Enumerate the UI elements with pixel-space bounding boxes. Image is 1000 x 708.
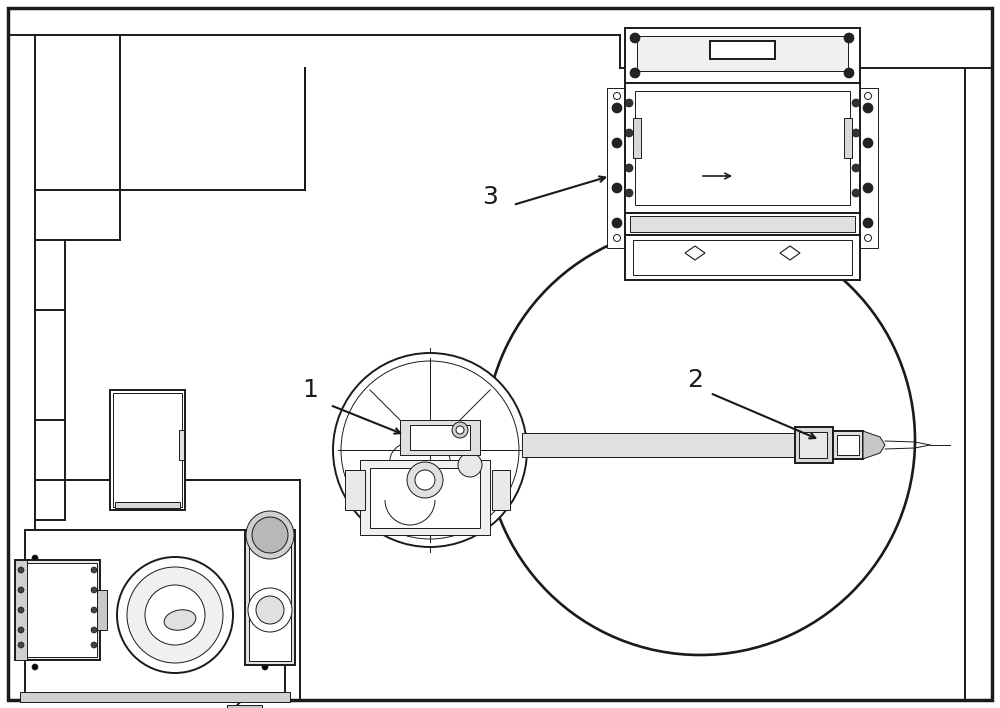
Circle shape xyxy=(117,557,233,673)
Circle shape xyxy=(852,99,860,107)
Bar xyxy=(249,534,291,661)
Bar xyxy=(625,28,860,83)
Circle shape xyxy=(415,470,435,490)
Circle shape xyxy=(145,585,205,645)
Circle shape xyxy=(612,218,622,228)
Bar xyxy=(227,705,262,708)
Bar xyxy=(637,36,848,71)
Circle shape xyxy=(18,607,24,613)
Circle shape xyxy=(91,567,97,573)
Circle shape xyxy=(864,93,872,100)
Circle shape xyxy=(863,218,873,228)
Circle shape xyxy=(844,68,854,78)
Circle shape xyxy=(625,164,633,172)
Text: 2: 2 xyxy=(687,368,703,392)
Circle shape xyxy=(18,587,24,593)
Circle shape xyxy=(32,664,38,670)
Circle shape xyxy=(852,129,860,137)
Bar xyxy=(625,213,860,235)
Circle shape xyxy=(32,555,38,561)
Circle shape xyxy=(18,642,24,648)
Circle shape xyxy=(852,164,860,172)
Circle shape xyxy=(612,183,622,193)
Bar xyxy=(858,88,878,248)
Bar xyxy=(370,468,480,528)
Circle shape xyxy=(625,99,633,107)
Circle shape xyxy=(863,103,873,113)
Bar xyxy=(400,420,480,455)
Bar xyxy=(97,590,107,630)
Circle shape xyxy=(91,627,97,633)
Bar xyxy=(630,216,855,232)
Text: 3: 3 xyxy=(482,185,498,209)
Bar xyxy=(410,425,470,450)
Bar xyxy=(20,692,290,702)
Circle shape xyxy=(91,607,97,613)
Circle shape xyxy=(864,234,872,241)
Bar xyxy=(607,88,627,248)
Circle shape xyxy=(407,462,443,498)
Circle shape xyxy=(262,555,268,561)
Circle shape xyxy=(262,664,268,670)
Polygon shape xyxy=(863,431,885,459)
Bar xyxy=(710,41,775,59)
Circle shape xyxy=(614,234,620,241)
Bar xyxy=(492,470,510,510)
Circle shape xyxy=(630,33,640,43)
Bar xyxy=(113,393,182,507)
Bar xyxy=(795,427,833,463)
Bar xyxy=(625,235,860,280)
Polygon shape xyxy=(685,246,705,260)
Circle shape xyxy=(18,567,24,573)
Circle shape xyxy=(91,642,97,648)
Circle shape xyxy=(852,189,860,197)
Circle shape xyxy=(18,627,24,633)
Circle shape xyxy=(612,103,622,113)
Circle shape xyxy=(614,93,620,100)
Bar xyxy=(25,530,285,695)
Bar xyxy=(15,560,27,660)
Circle shape xyxy=(612,138,622,148)
Bar xyxy=(633,240,852,275)
Circle shape xyxy=(456,426,464,434)
Bar xyxy=(844,118,852,158)
Circle shape xyxy=(485,225,915,655)
Circle shape xyxy=(625,129,633,137)
Bar xyxy=(833,431,863,459)
Circle shape xyxy=(625,189,633,197)
Bar xyxy=(18,563,97,657)
Circle shape xyxy=(256,596,284,624)
Bar xyxy=(799,432,827,458)
Bar xyxy=(115,502,180,508)
Circle shape xyxy=(863,183,873,193)
Circle shape xyxy=(169,619,177,627)
Bar xyxy=(179,430,184,460)
Bar xyxy=(345,470,365,510)
Circle shape xyxy=(333,353,527,547)
Bar xyxy=(635,91,850,205)
Bar xyxy=(15,560,100,660)
Circle shape xyxy=(91,587,97,593)
Circle shape xyxy=(341,361,519,539)
Polygon shape xyxy=(780,246,800,260)
Bar xyxy=(360,460,490,535)
Circle shape xyxy=(246,511,294,559)
Circle shape xyxy=(630,68,640,78)
Circle shape xyxy=(452,422,468,438)
Bar xyxy=(522,433,795,457)
Bar xyxy=(110,390,185,510)
Bar xyxy=(633,118,641,158)
Ellipse shape xyxy=(164,610,196,630)
Bar xyxy=(625,83,860,213)
Circle shape xyxy=(252,517,288,553)
Bar xyxy=(245,530,295,665)
Circle shape xyxy=(458,453,482,477)
Circle shape xyxy=(248,588,292,632)
Circle shape xyxy=(844,33,854,43)
Circle shape xyxy=(863,138,873,148)
Bar xyxy=(837,435,859,455)
Text: 1: 1 xyxy=(302,378,318,402)
Circle shape xyxy=(127,567,223,663)
